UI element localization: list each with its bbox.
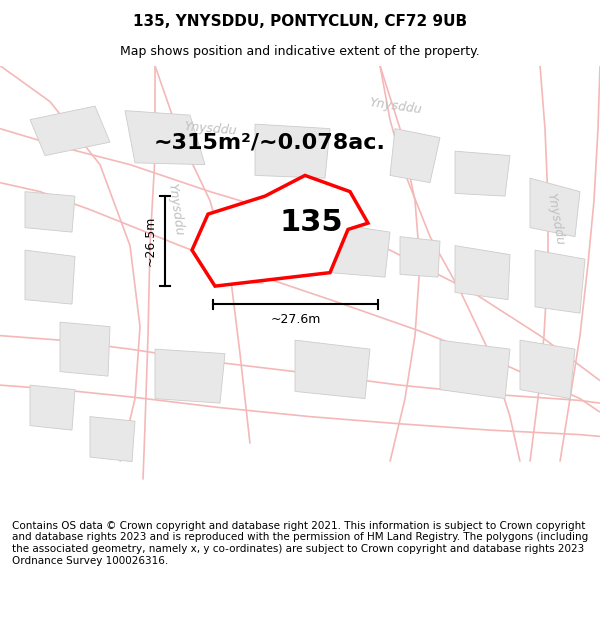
Text: Contains OS data © Crown copyright and database right 2021. This information is : Contains OS data © Crown copyright and d… bbox=[12, 521, 588, 566]
Polygon shape bbox=[60, 322, 110, 376]
Text: Ynysddu: Ynysddu bbox=[544, 191, 566, 246]
Polygon shape bbox=[25, 250, 75, 304]
Polygon shape bbox=[400, 237, 440, 277]
Polygon shape bbox=[125, 111, 205, 164]
Polygon shape bbox=[30, 106, 110, 156]
Polygon shape bbox=[520, 340, 575, 399]
Polygon shape bbox=[295, 340, 370, 399]
Text: Map shows position and indicative extent of the property.: Map shows position and indicative extent… bbox=[120, 44, 480, 58]
Text: ~27.6m: ~27.6m bbox=[271, 313, 320, 326]
Polygon shape bbox=[255, 124, 330, 178]
Text: Ynysddu: Ynysddu bbox=[165, 182, 185, 237]
Polygon shape bbox=[30, 385, 75, 430]
Polygon shape bbox=[390, 129, 440, 182]
Polygon shape bbox=[535, 250, 585, 313]
Text: 135, YNYSDDU, PONTYCLUN, CF72 9UB: 135, YNYSDDU, PONTYCLUN, CF72 9UB bbox=[133, 14, 467, 29]
Polygon shape bbox=[330, 223, 390, 277]
Polygon shape bbox=[192, 176, 368, 286]
Polygon shape bbox=[215, 237, 265, 283]
Polygon shape bbox=[455, 151, 510, 196]
Text: 135: 135 bbox=[280, 208, 344, 236]
Polygon shape bbox=[25, 192, 75, 232]
Text: ~26.5m: ~26.5m bbox=[144, 216, 157, 266]
Polygon shape bbox=[155, 349, 225, 403]
Polygon shape bbox=[455, 246, 510, 299]
Polygon shape bbox=[90, 417, 135, 462]
Text: Ynysddu: Ynysddu bbox=[368, 96, 422, 116]
Polygon shape bbox=[440, 340, 510, 399]
Text: ~315m²/~0.078ac.: ~315m²/~0.078ac. bbox=[154, 132, 386, 152]
Text: Ynysddu: Ynysddu bbox=[183, 120, 237, 138]
Polygon shape bbox=[530, 178, 580, 237]
